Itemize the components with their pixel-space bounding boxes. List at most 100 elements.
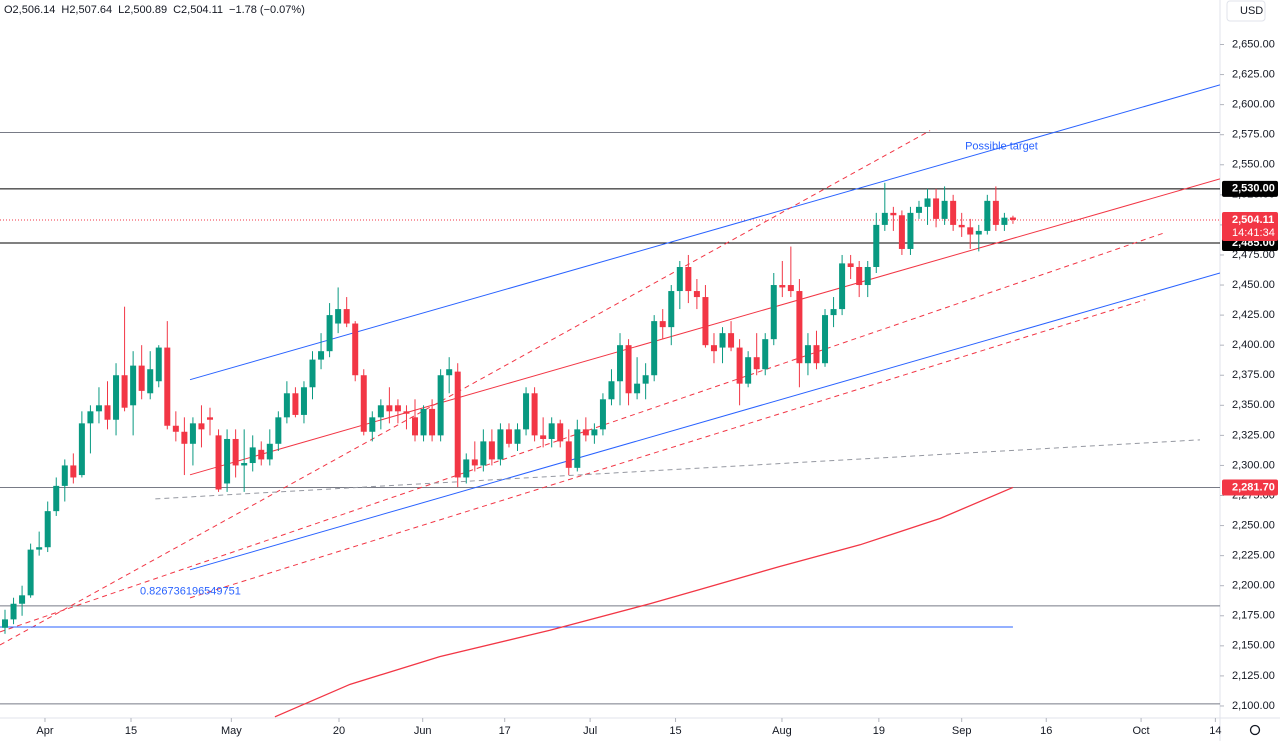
candle-body [207, 417, 214, 420]
candle-body [770, 285, 777, 340]
candle-body [463, 459, 470, 478]
candle-body [130, 365, 137, 406]
candle-body [138, 365, 145, 391]
candle-body [53, 485, 60, 512]
candle-body [266, 443, 273, 460]
candle-body [497, 429, 504, 460]
annotation: Possible target [965, 141, 1038, 153]
plot-area [0, 84, 1220, 718]
candle-body [617, 345, 624, 382]
currency-button[interactable] [1226, 0, 1266, 22]
candle-body [292, 393, 299, 415]
x-tick-label: 15 [669, 725, 681, 737]
x-tick-label: 14 [1209, 725, 1221, 737]
candle-body [36, 547, 43, 550]
candle-body [839, 263, 846, 310]
price-badge-label: 2,530.00 [1232, 183, 1275, 195]
y-tick-label: 2,650.00 [1232, 38, 1275, 50]
candle-body [608, 381, 615, 400]
candle-body [10, 603, 17, 620]
candle-body [27, 549, 34, 596]
y-tick-label: 2,200.00 [1232, 580, 1275, 592]
x-tick-label: 15 [125, 725, 137, 737]
ohlc-value: L2,500.89 [118, 4, 167, 16]
candle-body [873, 224, 880, 267]
x-tick-label: Jun [414, 725, 432, 737]
candle-body [471, 459, 478, 466]
candle-body [44, 511, 51, 548]
candle-body [762, 339, 769, 370]
candle-body [830, 309, 837, 316]
candle-body [275, 417, 282, 444]
candle-body [232, 438, 239, 466]
candle-body [924, 198, 931, 207]
candle-body [984, 200, 991, 231]
candle-body [394, 405, 401, 412]
candle-body [326, 315, 333, 352]
candle-body [548, 423, 555, 439]
candle-body [113, 375, 120, 420]
last-price-label: 2,504.11 [1232, 214, 1274, 226]
candle-body [147, 369, 154, 394]
candle-body [634, 383, 641, 394]
ohlc-value: H2,507.64 [61, 4, 112, 16]
candle-body [352, 323, 359, 376]
candle-body [719, 333, 726, 348]
candle-body [599, 399, 606, 430]
candle-body [565, 441, 572, 468]
y-tick-label: 2,325.00 [1232, 429, 1275, 441]
candle-body [582, 429, 589, 436]
candle-body [685, 266, 692, 292]
ohlc-value: O2,506.14 [4, 4, 55, 16]
candle-body [121, 375, 128, 408]
x-tick-label: May [221, 725, 242, 737]
candle-body [804, 345, 811, 364]
candle-body [360, 375, 367, 432]
candle-body [215, 435, 222, 490]
candle-body [78, 423, 85, 476]
currency[interactable]: USD [1240, 5, 1263, 17]
candle-body [907, 212, 914, 249]
x-tick-label: 16 [1040, 725, 1052, 737]
candle-body [745, 357, 752, 384]
y-tick-label: 2,125.00 [1232, 670, 1275, 682]
candle-body [335, 309, 342, 324]
candle-body [736, 347, 743, 384]
trend-line [0, 130, 931, 646]
candle-body [557, 423, 564, 442]
candle-body [172, 425, 179, 432]
x-tick-label: Oct [1133, 725, 1150, 737]
candle-body [300, 387, 307, 415]
candle-body [975, 230, 982, 235]
ohlc-value: C2,504.11 [173, 4, 223, 16]
trend-line [189, 84, 1220, 381]
candle-body [676, 266, 683, 292]
y-tick-label: 2,425.00 [1232, 309, 1275, 321]
candle-body [429, 408, 436, 436]
candle-body [574, 429, 581, 468]
candle-body [249, 447, 256, 464]
candle-body [693, 291, 700, 298]
candle-body [318, 351, 325, 360]
candle-body [189, 423, 196, 444]
y-tick-label: 2,250.00 [1232, 519, 1275, 531]
x-tick-label: Aug [772, 725, 792, 737]
candle-body [61, 465, 68, 486]
annotation: 0.826736196549751 [140, 586, 241, 598]
settings-icon[interactable] [1249, 724, 1261, 736]
candle-body [992, 200, 999, 225]
candle-body [958, 224, 965, 228]
candle-body [933, 198, 940, 219]
moving-average [274, 486, 1014, 718]
y-tick-label: 2,175.00 [1232, 610, 1275, 622]
y-tick-label: 2,100.00 [1232, 700, 1275, 712]
candle-body [659, 321, 666, 328]
candle-body [710, 345, 717, 352]
ohlc-value: −1.78 (−0.07%) [229, 4, 305, 16]
candle-body [822, 315, 829, 364]
candle-body [70, 465, 77, 478]
candle-body [258, 449, 265, 460]
y-tick-label: 2,550.00 [1232, 159, 1275, 171]
candle-body [898, 215, 905, 249]
candle-body [488, 441, 495, 460]
